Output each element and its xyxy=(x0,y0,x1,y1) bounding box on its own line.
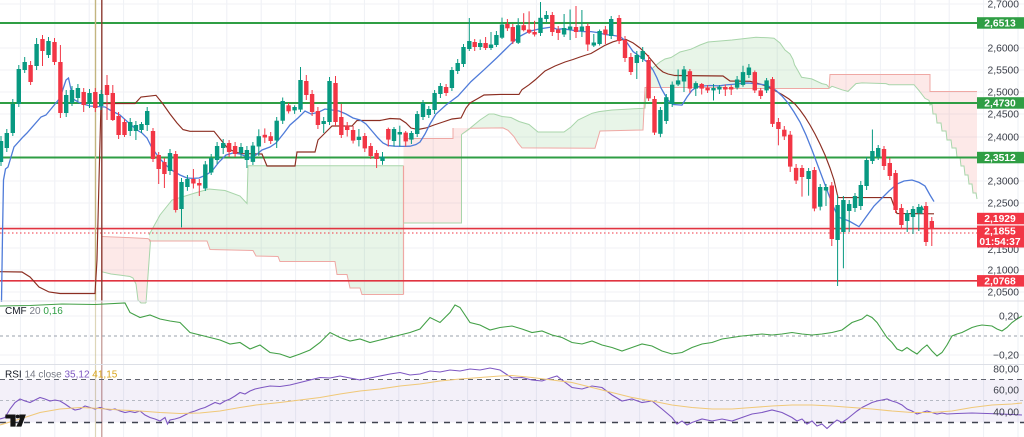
svg-text:CMF 20 0,16: CMF 20 0,16 xyxy=(5,306,63,317)
svg-text:2,1855: 2,1855 xyxy=(984,226,1016,237)
svg-text:2,4730: 2,4730 xyxy=(984,99,1016,110)
svg-text:2,6513: 2,6513 xyxy=(984,19,1016,30)
svg-text:80,00: 80,00 xyxy=(993,365,1019,376)
svg-text:2,0768: 2,0768 xyxy=(984,276,1016,287)
svg-text:0,20: 0,20 xyxy=(999,312,1019,323)
svg-text:2,4000: 2,4000 xyxy=(988,133,1020,144)
svg-text:2,1500: 2,1500 xyxy=(988,245,1020,256)
svg-text:−0,20: −0,20 xyxy=(993,351,1019,362)
svg-text:2,5000: 2,5000 xyxy=(988,88,1020,99)
svg-text:60,00: 60,00 xyxy=(993,386,1019,397)
svg-text:01:54:37: 01:54:37 xyxy=(979,237,1020,248)
svg-text:2,2500: 2,2500 xyxy=(988,199,1020,210)
svg-text:2,5500: 2,5500 xyxy=(988,66,1020,77)
svg-text:2,0500: 2,0500 xyxy=(988,288,1020,299)
svg-text:2,6000: 2,6000 xyxy=(988,44,1020,55)
svg-text:2,4500: 2,4500 xyxy=(988,110,1020,121)
svg-text:2,3512: 2,3512 xyxy=(984,153,1016,164)
svg-text:RSI 14 close 35,12 41,15: RSI 14 close 35,12 41,15 xyxy=(5,370,118,381)
svg-text:2,1000: 2,1000 xyxy=(988,266,1020,277)
svg-text:2,1929: 2,1929 xyxy=(984,214,1016,225)
svg-text:40,00: 40,00 xyxy=(993,408,1019,419)
svg-text:2,3000: 2,3000 xyxy=(988,177,1020,188)
svg-text:2,7000: 2,7000 xyxy=(988,0,1020,11)
